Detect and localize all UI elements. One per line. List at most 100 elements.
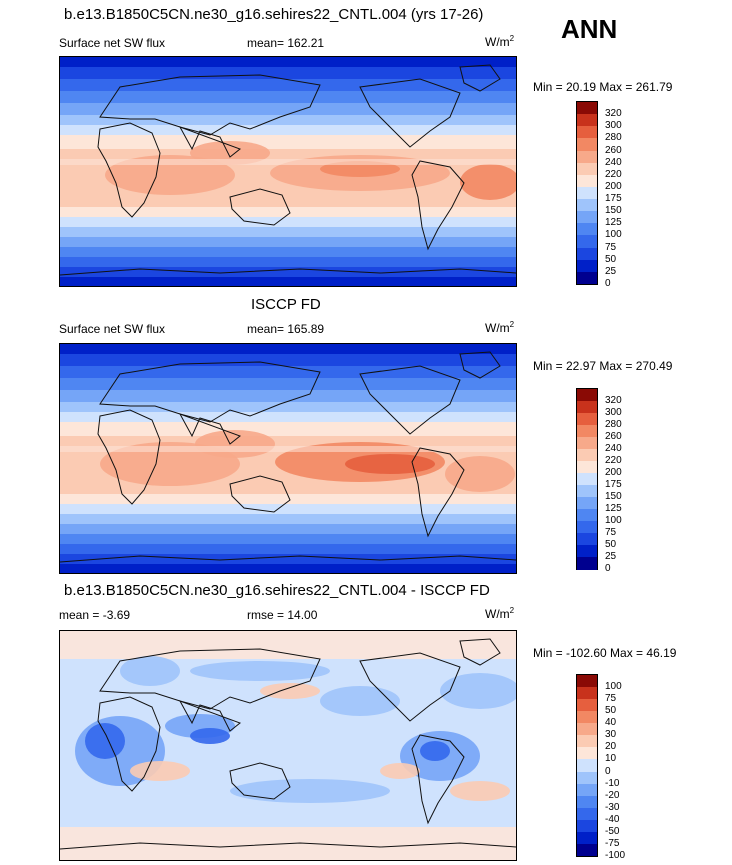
colorbar-label: 280 bbox=[605, 132, 622, 144]
colorbar-label: 75 bbox=[605, 693, 617, 705]
colorbar-label: 320 bbox=[605, 395, 622, 406]
flux-band bbox=[60, 237, 516, 247]
colorbar-swatch bbox=[577, 461, 597, 474]
colorbar-label: 40 bbox=[605, 717, 617, 729]
panel-2-minmax: Min = 22.97 Max = 270.49 bbox=[533, 359, 673, 373]
units-exponent: 2 bbox=[509, 606, 515, 615]
panel-3-map bbox=[59, 630, 517, 861]
itcz-band bbox=[60, 159, 516, 165]
flux-band bbox=[60, 494, 516, 504]
coastline bbox=[459, 64, 501, 92]
units-exponent: 2 bbox=[509, 320, 515, 329]
colorbar-swatch bbox=[577, 843, 597, 857]
panel-2-map-svg bbox=[60, 344, 516, 573]
flux-band bbox=[60, 247, 516, 257]
colorbar-swatch bbox=[577, 186, 597, 200]
panel-1-title: b.e13.B1850C5CN.ne30_g16.sehires22_CNTL.… bbox=[64, 6, 484, 23]
colorbar-swatch bbox=[577, 819, 597, 833]
flux-band bbox=[60, 217, 516, 227]
colorbar-label: 0 bbox=[605, 563, 611, 574]
coastline bbox=[99, 74, 321, 136]
colorbar-label: 280 bbox=[605, 419, 622, 430]
flux-band bbox=[60, 267, 516, 277]
panel-2-map bbox=[59, 343, 517, 574]
flux-band bbox=[60, 514, 516, 524]
colorbar-swatch bbox=[577, 425, 597, 438]
flux-band bbox=[60, 277, 516, 286]
colorbar-swatch bbox=[577, 199, 597, 212]
colorbar-label: 75 bbox=[605, 527, 617, 538]
coastline bbox=[459, 638, 501, 666]
panel-1-map bbox=[59, 56, 517, 287]
panel-3-colorbar: 100 75 50 40 30 20 10 0 -10 -20 -30 -40 -50 -75 -100 bbox=[576, 674, 625, 861]
colorbar-swatch bbox=[577, 747, 597, 760]
colorbar-swatch bbox=[577, 126, 597, 139]
colorbar-label: 30 bbox=[605, 729, 617, 741]
coastline bbox=[359, 652, 461, 722]
flux-band bbox=[60, 390, 516, 402]
colorbar-label: -50 bbox=[605, 825, 620, 837]
colorbar-swatch bbox=[577, 114, 597, 127]
colorbar-swatch bbox=[577, 138, 597, 152]
coastline bbox=[99, 361, 321, 423]
colorbar-swatch bbox=[577, 735, 597, 748]
panel-1-units: W/m2 bbox=[485, 34, 514, 49]
panel-3-minmax: Min = -102.60 Max = 46.19 bbox=[533, 646, 677, 660]
colorbar-swatch bbox=[577, 174, 597, 188]
coastline bbox=[229, 188, 291, 226]
colorbar-swatch bbox=[577, 795, 597, 809]
panel-2-title: ISCCP FD bbox=[251, 296, 321, 313]
flux-band bbox=[60, 412, 516, 422]
flux-band bbox=[60, 524, 516, 534]
colorbar-swatch bbox=[577, 211, 597, 224]
colorbar-label: 200 bbox=[605, 467, 622, 478]
colorbar-swatch bbox=[577, 533, 597, 546]
coastline bbox=[229, 475, 291, 513]
colorbar-label: 260 bbox=[605, 431, 622, 442]
panel-3-units: W/m2 bbox=[485, 606, 514, 621]
colorbar-label: -10 bbox=[605, 777, 620, 789]
colorbar-swatch bbox=[577, 807, 597, 821]
panel-1-mean-label: mean= 162.21 bbox=[247, 36, 325, 50]
panel-3-title: b.e13.B1850C5CN.ne30_g16.sehires22_CNTL.… bbox=[64, 582, 490, 599]
flux-band bbox=[60, 564, 516, 573]
panel-3-map-svg bbox=[60, 631, 516, 860]
coastline bbox=[60, 555, 516, 563]
colorbar-swatch bbox=[577, 497, 597, 510]
flux-band bbox=[60, 227, 516, 237]
flux-band bbox=[60, 135, 516, 149]
colorbar-swatch bbox=[577, 687, 597, 700]
coastline bbox=[459, 351, 501, 379]
colorbar-swatch bbox=[577, 102, 597, 115]
diff-anomaly bbox=[190, 661, 330, 681]
diff-anomaly bbox=[380, 763, 420, 779]
flux-band bbox=[60, 79, 516, 91]
colorbar-label: 125 bbox=[605, 217, 622, 229]
panel-3-rmse-label: rmse = 14.00 bbox=[247, 608, 318, 622]
flux-band bbox=[60, 344, 516, 354]
colorbar-label: 300 bbox=[605, 407, 622, 418]
colorbar-label: -75 bbox=[605, 837, 620, 849]
panel-1-map-svg bbox=[60, 57, 516, 286]
coastline bbox=[97, 122, 161, 218]
flux-band bbox=[60, 207, 516, 217]
colorbar-swatch bbox=[577, 831, 597, 845]
colorbar-label: 175 bbox=[605, 193, 622, 205]
colorbar-label: 0 bbox=[605, 278, 611, 289]
colorbar-label: 25 bbox=[605, 265, 617, 277]
colorbar-label: 50 bbox=[605, 253, 617, 265]
colorbar-label: -40 bbox=[605, 813, 620, 825]
colorbar-swatch bbox=[577, 557, 597, 570]
units-exponent: 2 bbox=[509, 34, 515, 43]
flux-maximum bbox=[460, 164, 516, 200]
units-base: W/m bbox=[485, 321, 510, 335]
colorbar-label: 300 bbox=[605, 120, 622, 132]
colorbar-label: 25 bbox=[605, 551, 617, 562]
colorbar-label: 50 bbox=[605, 705, 617, 717]
coastline bbox=[411, 447, 465, 538]
diff-anomaly bbox=[130, 761, 190, 781]
coastline bbox=[60, 842, 516, 850]
flux-maximum bbox=[445, 456, 515, 492]
panel-1-colorbar: 320 300 280 260 240 220 200 175 150 125 100 75 50 25 0 bbox=[576, 101, 622, 289]
flux-band bbox=[60, 504, 516, 514]
